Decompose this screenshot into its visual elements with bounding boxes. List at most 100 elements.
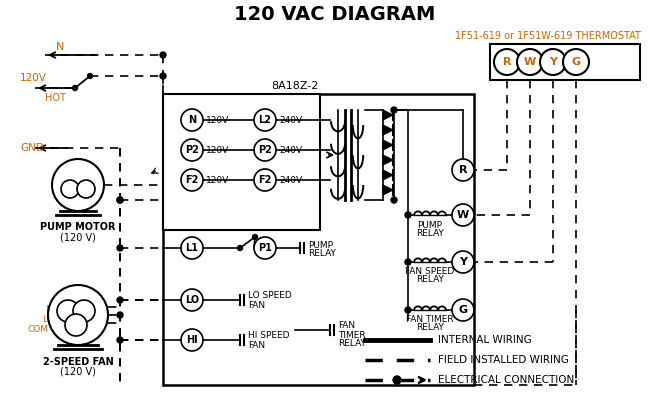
Circle shape [405,212,411,218]
Text: F2: F2 [186,175,199,185]
Text: LO: LO [42,316,54,324]
Text: 120V: 120V [206,116,229,124]
Text: HI: HI [45,305,54,315]
Text: N: N [56,42,64,52]
Text: 240V: 240V [279,145,302,155]
Text: 120V: 120V [20,73,47,83]
Text: P2: P2 [185,145,199,155]
Text: Y: Y [549,57,557,67]
Text: 120V: 120V [206,145,229,155]
Text: L2: L2 [259,115,271,125]
Polygon shape [383,155,393,165]
Polygon shape [383,125,393,135]
Text: N: N [188,115,196,125]
Circle shape [117,197,123,203]
Text: FAN SPEED: FAN SPEED [405,267,455,277]
Text: RELAY: RELAY [308,249,336,259]
Circle shape [65,314,87,336]
Circle shape [77,180,95,198]
Polygon shape [383,110,393,120]
Circle shape [57,300,79,322]
Text: INTERNAL WIRING: INTERNAL WIRING [438,335,532,345]
Bar [490,44,640,80]
Circle shape [452,299,474,321]
Text: L1: L1 [186,243,198,253]
Circle shape [517,49,543,75]
Circle shape [540,49,566,75]
Text: HOT: HOT [45,93,66,103]
Circle shape [181,237,203,259]
Text: RELAY: RELAY [416,276,444,285]
Bar [163,94,474,385]
Text: FAN: FAN [248,302,265,310]
Text: F2: F2 [259,175,272,185]
Text: FAN: FAN [338,321,355,331]
Circle shape [117,297,123,303]
Circle shape [181,289,203,311]
Circle shape [254,237,276,259]
Text: RELAY: RELAY [416,228,444,238]
Text: Y: Y [459,257,467,267]
Text: HI SPEED: HI SPEED [248,331,289,341]
Circle shape [117,337,123,343]
Text: RELAY: RELAY [416,323,444,333]
Circle shape [254,139,276,161]
Text: P2: P2 [258,145,272,155]
Circle shape [117,312,123,318]
Text: TIMER: TIMER [338,331,366,339]
Circle shape [563,49,589,75]
Text: PUMP MOTOR: PUMP MOTOR [40,222,116,232]
Circle shape [117,245,123,251]
Circle shape [73,300,95,322]
Text: P1: P1 [258,243,272,253]
Circle shape [254,169,276,191]
Text: FIELD INSTALLED WIRING: FIELD INSTALLED WIRING [438,355,569,365]
Polygon shape [383,185,393,195]
Circle shape [452,251,474,273]
Text: G: G [572,57,581,67]
Text: FAN TIMER: FAN TIMER [406,316,454,324]
Circle shape [160,73,166,79]
Text: PUMP: PUMP [417,220,442,230]
Circle shape [181,139,203,161]
Circle shape [254,109,276,131]
Circle shape [405,259,411,265]
Text: GND: GND [20,143,44,153]
Circle shape [181,329,203,351]
Text: HI: HI [186,335,198,345]
Text: (120 V): (120 V) [60,367,96,377]
Text: 120 VAC DIAGRAM: 120 VAC DIAGRAM [234,5,436,23]
Text: 2-SPEED FAN: 2-SPEED FAN [43,357,113,367]
Text: W: W [457,210,469,220]
Text: G: G [458,305,468,315]
Circle shape [52,159,104,211]
Circle shape [237,246,243,251]
Circle shape [405,307,411,313]
Circle shape [391,107,397,113]
Text: (120 V): (120 V) [60,232,96,242]
Polygon shape [383,140,393,150]
Text: R: R [502,57,511,67]
Text: FAN: FAN [248,341,265,351]
Text: W: W [524,57,536,67]
Circle shape [452,159,474,181]
Text: 8A18Z-2: 8A18Z-2 [271,81,319,91]
Circle shape [181,169,203,191]
Text: ELECTRICAL CONNECTION: ELECTRICAL CONNECTION [438,375,574,385]
Circle shape [253,235,257,240]
Circle shape [181,109,203,131]
Text: COM: COM [27,324,48,334]
Circle shape [452,204,474,226]
Text: 1F51-619 or 1F51W-619 THERMOSTAT: 1F51-619 or 1F51W-619 THERMOSTAT [455,31,641,41]
Bar [163,94,320,230]
Circle shape [48,285,108,345]
Text: PUMP: PUMP [308,241,333,249]
Circle shape [88,73,92,78]
Text: R: R [459,165,467,175]
Text: 120V: 120V [206,176,229,184]
Circle shape [393,376,401,384]
Circle shape [117,197,123,203]
Circle shape [61,180,79,198]
Text: LO SPEED: LO SPEED [248,292,291,300]
Text: RELAY: RELAY [338,339,366,349]
